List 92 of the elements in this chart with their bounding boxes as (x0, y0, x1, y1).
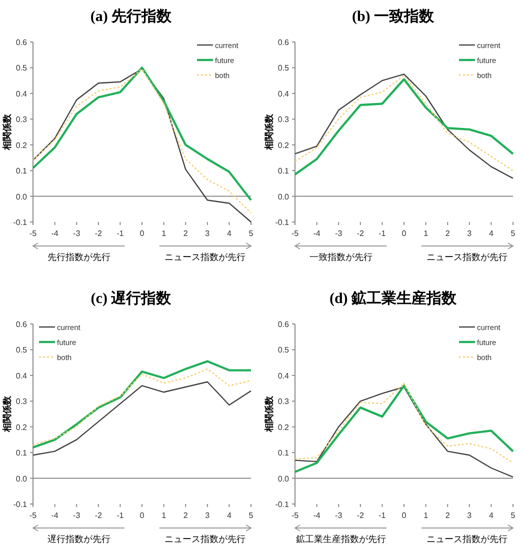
chart-title: (d) 鉱工業生産指数 (329, 289, 458, 307)
y-tick-label: 0.1 (278, 166, 290, 176)
x-tick-label: 2 (445, 229, 450, 238)
y-axis-title: 相関係数 (264, 113, 274, 151)
x-tick-label: -3 (335, 229, 343, 238)
x-tick-label: 4 (488, 229, 494, 238)
y-tick-label: 0.4 (16, 89, 28, 98)
y-tick-label: 0.5 (278, 64, 290, 73)
x-tick-label: -3 (73, 229, 81, 238)
y-tick-label: 0.6 (16, 320, 28, 329)
x-tick-label: 3 (205, 511, 210, 520)
y-tick-label: 0.6 (278, 320, 290, 329)
x-tick-label: -3 (335, 511, 343, 520)
y-tick-label: 0.1 (278, 448, 290, 458)
x-tick-label: 5 (510, 511, 516, 520)
y-tick-label: 0.3 (16, 115, 28, 124)
x-tick-label: -2 (94, 229, 102, 238)
y-tick-label: 0.4 (16, 371, 28, 380)
text: ニュース指数が先行 (164, 534, 246, 544)
x-tick-label: -1 (378, 511, 386, 520)
x-tick-label: 0 (402, 511, 407, 520)
x-tick-label: -4 (51, 229, 59, 238)
y-tick-label: 0.5 (16, 346, 28, 355)
x-tick-label: 2 (183, 511, 188, 520)
x-tick-label: -2 (94, 511, 102, 520)
y-tick-label: 0.0 (16, 474, 28, 484)
chart-title: (a) 先行指数 (90, 8, 173, 25)
y-tick-label: -0.1 (275, 218, 290, 227)
x-tick-label: -3 (73, 511, 81, 520)
y-tick-label: 0.3 (278, 397, 290, 406)
x-tick-label: -4 (313, 229, 321, 238)
y-tick-label: 0.2 (16, 140, 28, 150)
x-tick-label: -5 (29, 229, 38, 238)
x-tick-label: 5 (510, 229, 516, 238)
x-tick-label: 5 (248, 229, 254, 238)
text: ニュース指数が先行 (426, 252, 508, 262)
y-tick-label: 0.1 (16, 448, 28, 458)
x-tick-label: -5 (291, 229, 300, 238)
x-tick-label: 2 (445, 511, 450, 520)
x-tick-label: 3 (205, 229, 210, 238)
x-tick-label: -4 (313, 511, 321, 520)
text: ニュース指数が先行 (164, 252, 246, 262)
y-tick-label: 0.1 (16, 166, 28, 176)
x-tick-label: -2 (356, 229, 364, 238)
y-tick-label: 0.6 (16, 38, 28, 47)
x-tick-label: -1 (116, 229, 124, 238)
y-tick-label: 0.5 (278, 346, 290, 355)
y-tick-label: 0.5 (16, 64, 28, 73)
chart-title: (b) 一致指数 (352, 8, 436, 25)
text: ニュース指数が先行 (426, 534, 508, 544)
y-tick-label: 0.2 (16, 422, 28, 432)
y-tick-label: 0.6 (278, 38, 290, 47)
y-tick-label: 0.0 (278, 192, 290, 202)
x-tick-label: 5 (248, 511, 254, 520)
x-tick-label: -5 (291, 511, 300, 520)
y-tick-label: 0.2 (278, 140, 290, 150)
x-tick-label: 1 (424, 229, 429, 238)
x-tick-label: -4 (51, 511, 59, 520)
text: 鉱工業生産指数が先行 (296, 534, 386, 544)
x-tick-label: 3 (467, 511, 472, 520)
text: 遅行指数が先行 (47, 534, 110, 544)
x-tick-label: 3 (467, 229, 472, 238)
x-tick-label: 4 (226, 229, 232, 238)
y-tick-label: 0.0 (278, 474, 290, 484)
x-tick-label: -1 (116, 511, 124, 520)
y-tick-label: -0.1 (13, 218, 28, 227)
x-tick-label: 0 (140, 229, 145, 238)
x-tick-label: -2 (356, 511, 364, 520)
y-axis-title: 相関係数 (2, 113, 12, 151)
y-axis-title: 相関係数 (264, 395, 274, 433)
x-tick-label: 0 (140, 511, 145, 520)
y-tick-label: -0.1 (275, 500, 290, 509)
y-tick-label: 0.3 (278, 115, 290, 124)
x-tick-label: 2 (183, 229, 188, 238)
x-tick-label: 4 (488, 511, 494, 520)
x-tick-label: 1 (162, 229, 167, 238)
chart-title: (c) 遅行指数 (90, 290, 172, 307)
y-tick-label: 0.2 (278, 422, 290, 432)
y-tick-label: 0.0 (16, 192, 28, 202)
y-tick-label: 0.4 (278, 371, 290, 380)
y-tick-label: 0.4 (278, 89, 290, 98)
y-tick-label: -0.1 (13, 500, 28, 509)
x-tick-label: 1 (162, 511, 167, 520)
x-tick-label: 0 (402, 229, 407, 238)
text: 先行指数が先行 (47, 252, 110, 262)
y-tick-label: 0.3 (16, 397, 28, 406)
x-tick-label: 4 (226, 511, 232, 520)
x-tick-label: -5 (29, 511, 38, 520)
y-axis-title: 相関係数 (2, 395, 12, 433)
x-tick-label: -1 (378, 229, 386, 238)
x-tick-label: 1 (424, 511, 429, 520)
text: 一致指数が先行 (309, 252, 372, 262)
